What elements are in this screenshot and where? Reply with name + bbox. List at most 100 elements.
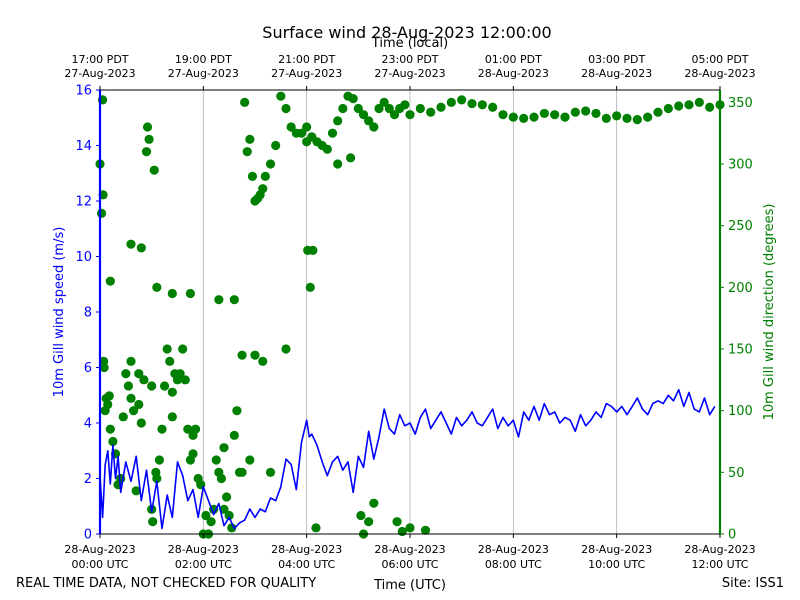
- right-tick-label: 50: [728, 466, 745, 481]
- bottom-tick-time: 10:00 UTC: [588, 558, 645, 571]
- direction-point: [446, 97, 456, 107]
- direction-point: [245, 455, 255, 465]
- direction-point: [219, 504, 229, 514]
- direction-point: [167, 387, 177, 397]
- direction-point: [167, 288, 177, 299]
- right-tick-label: 350: [728, 96, 753, 111]
- direction-point: [327, 128, 338, 138]
- direction-point: [162, 344, 172, 354]
- direction-point: [508, 112, 518, 122]
- direction-point: [519, 113, 529, 123]
- direction-point: [296, 128, 307, 138]
- direction-point: [152, 473, 162, 484]
- direction-point: [405, 523, 415, 533]
- direction-point: [104, 391, 114, 401]
- direction-point: [219, 443, 229, 453]
- direction-point: [159, 381, 170, 391]
- direction-point: [705, 102, 715, 112]
- direction-point: [488, 102, 498, 112]
- direction-point: [477, 100, 487, 110]
- direction-point: [99, 362, 109, 373]
- direction-point: [684, 100, 694, 110]
- direction-point: [674, 101, 684, 111]
- direction-point: [276, 91, 286, 101]
- direction-point: [221, 492, 232, 502]
- top-tick-time: 19:00 PDT: [175, 53, 232, 66]
- direction-point: [338, 103, 348, 114]
- tick-labels: 0 2 4 6 8 10 12 14 16 0 50 100 150 200 250 300 350 28-Aug…: [64, 53, 755, 571]
- direction-point: [653, 107, 663, 117]
- right-axis-label: 10m Gill wind direction (degrees): [762, 204, 777, 421]
- top-axis-label: Time (local): [371, 36, 448, 51]
- left-tick-label: 12: [75, 195, 92, 210]
- direction-point: [353, 103, 363, 114]
- direction-point: [271, 140, 281, 151]
- direction-point: [364, 116, 374, 126]
- direction-point: [136, 418, 146, 428]
- direction-point: [224, 510, 234, 521]
- direction-point: [103, 399, 113, 410]
- direction-point: [643, 112, 653, 122]
- direction-point: [121, 369, 131, 379]
- direction-point: [142, 122, 153, 132]
- direction-point: [560, 112, 570, 122]
- direction-point: [188, 449, 198, 459]
- right-tick-label: 200: [728, 281, 753, 296]
- x-axis-label: Time (UTC): [373, 578, 446, 593]
- bottom-tick-time: 08:00 UTC: [485, 558, 542, 571]
- bottom-tick-time: 12:00 UTC: [691, 558, 748, 571]
- bottom-tick-date: 28-Aug-2023: [684, 543, 755, 556]
- direction-point: [245, 134, 255, 144]
- direction-point: [286, 122, 296, 132]
- direction-point: [167, 412, 177, 422]
- speed-line: [99, 388, 716, 530]
- bottom-tick-date: 28-Aug-2023: [581, 543, 652, 556]
- direction-point: [415, 103, 425, 114]
- direction-point: [148, 517, 158, 527]
- top-tick-time: 23:00 PDT: [381, 53, 438, 66]
- direction-point: [302, 122, 312, 132]
- top-tick-time: 17:00 PDT: [71, 53, 128, 66]
- direction-point: [118, 412, 128, 422]
- direction-point: [240, 97, 250, 107]
- top-tick-date: 28-Aug-2023: [478, 67, 549, 80]
- top-tick-date: 28-Aug-2023: [684, 67, 755, 80]
- direction-point: [369, 122, 379, 132]
- direction-point: [154, 455, 165, 465]
- direction-point: [498, 110, 508, 120]
- bottom-tick-time: 04:00 UTC: [278, 558, 335, 571]
- direction-points: [95, 91, 725, 539]
- direction-point: [364, 517, 374, 527]
- direction-point: [258, 184, 268, 194]
- direction-point: [96, 208, 107, 218]
- left-tick-label: 2: [84, 472, 92, 487]
- direction-point: [134, 369, 144, 379]
- direction-point: [529, 112, 539, 122]
- direction-point: [420, 525, 431, 535]
- bottom-tick-time: 00:00 UTC: [71, 558, 128, 571]
- direction-point: [400, 100, 410, 110]
- direction-point: [216, 473, 227, 484]
- direction-point: [227, 523, 237, 533]
- direction-point: [265, 159, 276, 169]
- direction-point: [126, 356, 136, 366]
- direction-point: [389, 110, 400, 120]
- direction-point: [180, 375, 190, 385]
- chart-title: Surface wind 28-Aug-2023 12:00:00: [262, 23, 551, 42]
- top-tick-time: 01:00 PDT: [485, 53, 542, 66]
- direction-point: [311, 523, 321, 533]
- direction-point: [348, 94, 358, 104]
- direction-point: [305, 282, 315, 292]
- direction-point: [229, 295, 239, 305]
- direction-point: [237, 350, 247, 360]
- site-label: Site: ISS1: [721, 576, 784, 591]
- direction-point: [369, 498, 379, 508]
- direction-point: [105, 424, 115, 434]
- direction-point: [358, 110, 369, 120]
- bottom-tick-time: 02:00 UTC: [175, 558, 232, 571]
- direction-point: [258, 356, 268, 366]
- direction-point: [149, 165, 159, 175]
- direction-point: [123, 381, 134, 391]
- direction-point: [183, 424, 193, 434]
- direction-point: [175, 369, 185, 379]
